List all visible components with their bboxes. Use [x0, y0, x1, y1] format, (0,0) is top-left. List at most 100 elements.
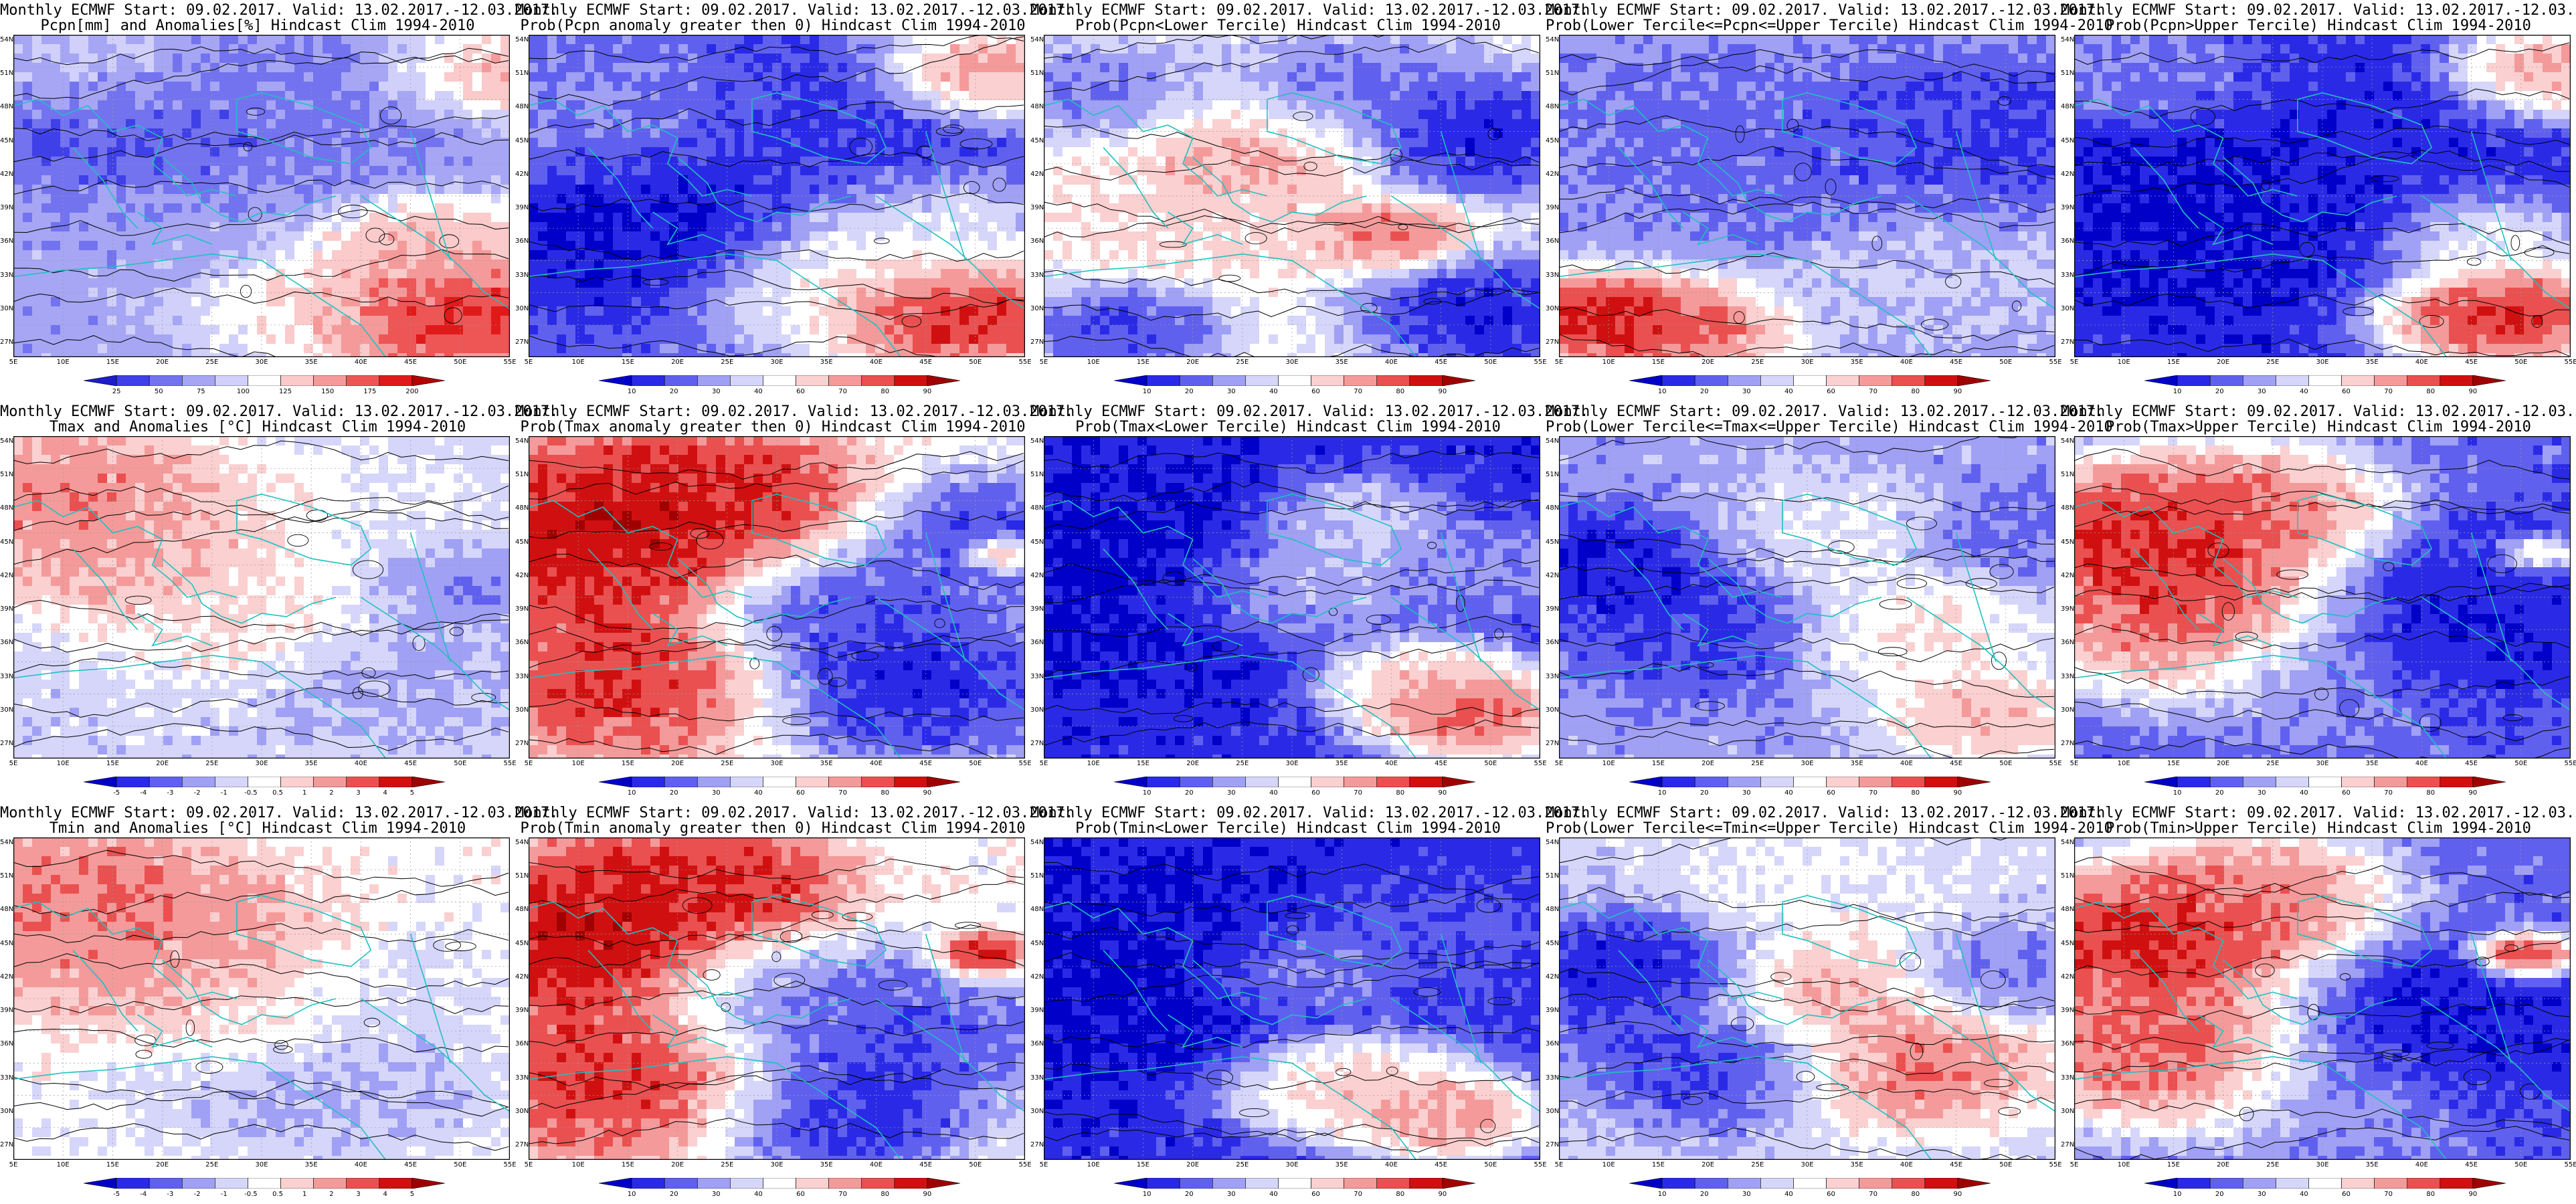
coastline — [1618, 950, 1684, 1031]
latitude-label: 33N — [1030, 272, 1044, 279]
map-frame — [529, 837, 1025, 1160]
colorbar-tick-label: -5 — [113, 1191, 120, 1198]
climatology-contour — [2074, 625, 2570, 649]
latitude-label: 39N — [1030, 1007, 1044, 1014]
terrain-contour — [773, 973, 806, 988]
climatology-contour — [1044, 37, 1540, 92]
colorbar-tick-label: 70 — [1869, 789, 1877, 797]
colorbar-tick-label: 80 — [2426, 1191, 2435, 1198]
coastline — [652, 1014, 728, 1048]
climatology-contour — [1044, 288, 1540, 321]
colorbar-swatch — [1661, 777, 1695, 787]
terrain-contour — [1983, 1079, 2013, 1088]
colorbar-tick-label: 50 — [155, 388, 163, 395]
colorbar-swatch — [149, 777, 183, 787]
coastline — [2223, 157, 2397, 223]
colorbar-tick-label: 100 — [237, 388, 250, 395]
longitude-label: 25E — [1751, 760, 1764, 767]
coastline — [2133, 147, 2199, 229]
colorbar-tick-label: 30 — [1742, 789, 1751, 797]
colorbar-swatch — [2374, 1178, 2408, 1189]
climatology-contour — [2074, 1098, 2570, 1131]
panel-title-line2: Prob(Tmax>Upper Tercile) Hindcast Clim 1… — [2061, 419, 2576, 435]
climatology-contour — [1559, 730, 2055, 759]
colorbar-swatch — [763, 777, 796, 787]
colorbar-tick-label: 40 — [1269, 388, 1278, 395]
longitude-label: 30E — [255, 359, 268, 366]
coastline — [2297, 493, 2433, 566]
longitude-label: 40E — [355, 1161, 367, 1169]
map-area — [1044, 35, 1540, 357]
longitude-label: 50E — [1484, 760, 1497, 767]
map-panel: Monthly ECMWF Start: 09.02.2017. Valid: … — [2061, 401, 2576, 803]
latitude-label: 42N — [515, 572, 529, 579]
colorbar-swatch — [84, 777, 117, 787]
longitude-label: 45E — [919, 359, 932, 366]
map-frame — [2074, 837, 2571, 1160]
climatology-contour — [1044, 636, 1540, 678]
colorbar-tick-label: 70 — [2384, 388, 2393, 395]
terrain-contour — [1159, 241, 1187, 248]
terrain-contour — [1981, 971, 2006, 989]
longitude-label: 50E — [454, 359, 466, 366]
latitude-label: 33N — [2061, 673, 2074, 680]
panel-title-line1: Monthly ECMWF Start: 09.02.2017. Valid: … — [1030, 404, 1588, 420]
colorbar-swatch — [2242, 375, 2276, 386]
climatology-contour — [13, 1123, 509, 1151]
latitude-label: 51N — [515, 471, 529, 478]
longitude-label: 55E — [503, 1161, 516, 1169]
longitude-label: 20E — [1701, 760, 1714, 767]
latitude-label: 30N — [2061, 305, 2074, 312]
coastline — [360, 597, 510, 711]
latitude-label: 39N — [2061, 204, 2074, 211]
terrain-contour — [1920, 318, 1949, 330]
latitude-label: 48N — [1546, 906, 1559, 913]
colorbar-swatch — [1924, 777, 1958, 787]
colorbar-swatch — [1146, 777, 1180, 787]
coastline — [2470, 532, 2512, 662]
colorbar-swatch — [730, 375, 763, 386]
climatology-contour — [13, 501, 509, 565]
panel-title-line2: Prob(Lower Tercile<=Tmin<=Upper Tercile)… — [1546, 821, 2113, 837]
terrain-contour — [2314, 688, 2329, 700]
climatology-contour — [2074, 701, 2570, 742]
climatology-contour — [13, 656, 509, 680]
longitude-label: 30E — [1801, 359, 1813, 366]
terrain-contour — [2419, 315, 2444, 328]
colorbar-swatch — [599, 1178, 632, 1189]
colorbar-swatch — [1344, 375, 1378, 386]
terrain-contour — [1480, 1118, 1496, 1134]
map-area — [529, 436, 1025, 759]
longitude-label: 20E — [671, 359, 684, 366]
coastline — [751, 493, 887, 566]
latitude-label: 42N — [0, 572, 13, 579]
map-panel: Monthly ECMWF Start: 09.02.2017. Valid: … — [2061, 803, 2576, 1204]
latitude-label: 39N — [0, 605, 13, 613]
colorbar-tick-label: 80 — [1911, 1191, 1920, 1198]
longitude-label: 15E — [1137, 760, 1149, 767]
colorbar-swatch — [664, 375, 698, 386]
terrain-contour — [1997, 96, 2011, 106]
longitude-label: 55E — [2564, 359, 2576, 366]
longitude-label: 55E — [503, 760, 516, 767]
longitude-label: 15E — [1652, 760, 1665, 767]
climatology-contour — [1559, 115, 2055, 168]
latitude-label: 27N — [1546, 1141, 1559, 1148]
longitude-label: 5E — [525, 1161, 533, 1169]
colorbar-tick-label: -0.5 — [244, 789, 258, 797]
map-svg — [2074, 35, 2571, 357]
latitude-label: 48N — [1030, 504, 1044, 512]
latitude-label: 45N — [515, 940, 529, 947]
climatology-contour — [1559, 49, 2055, 77]
colorbar-swatch — [346, 1178, 380, 1189]
latitude-label: 30N — [1546, 706, 1559, 714]
longitude-label: 15E — [622, 1161, 634, 1169]
colorbar-tick-label: 90 — [2469, 388, 2478, 395]
colorbar-tick-label: 10 — [1143, 789, 1152, 797]
longitude-label: 5E — [2070, 359, 2079, 366]
latitude-label: 36N — [1546, 1040, 1559, 1047]
map-area — [1044, 837, 1540, 1160]
terrain-contour — [2475, 957, 2490, 967]
map-area — [13, 436, 510, 759]
longitude-label: 15E — [1652, 1161, 1665, 1169]
